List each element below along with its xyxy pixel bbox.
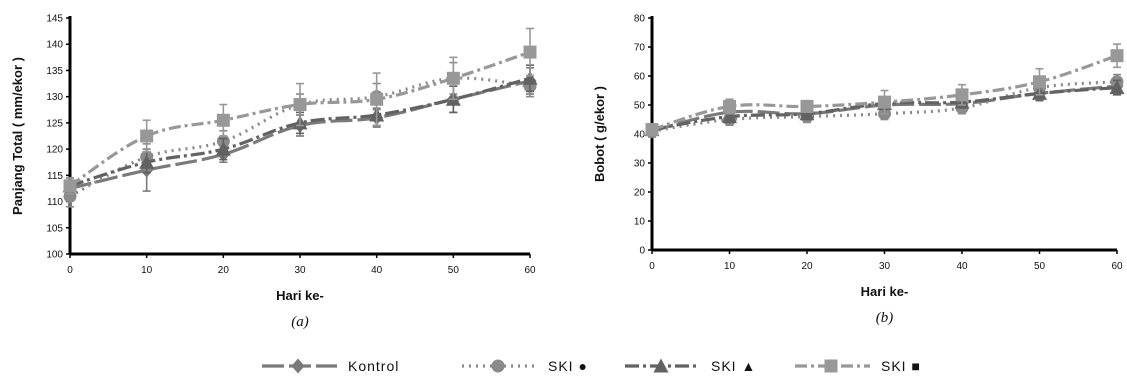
x-tick-label: 0 [67, 265, 73, 276]
y-tick-label: 135 [46, 66, 63, 77]
data-point [293, 98, 307, 112]
x-tick-label: 50 [448, 265, 460, 276]
legend-item: SKI ■ [795, 358, 921, 374]
chart-a-total-length: 100 105 110 115 120 125 130 135 140 145 0 10 20 30 40 5… [10, 14, 538, 330]
data-point [216, 113, 230, 127]
y-tick-label: 40 [634, 130, 646, 141]
y-tick-label: 0 [639, 246, 645, 257]
data-point [139, 154, 155, 169]
y-tick-label: 120 [46, 145, 63, 156]
data-point [370, 92, 384, 106]
y-tick-label: 125 [46, 118, 63, 129]
y-tick-label: 70 [634, 43, 646, 54]
legend-swatch-marker [653, 358, 669, 373]
data-point [799, 106, 815, 121]
data-point [140, 129, 154, 143]
legend-swatch-marker [824, 359, 838, 373]
x-axis-label: Hari ke- [861, 284, 909, 299]
data-point [1110, 49, 1124, 63]
data-point [63, 179, 77, 193]
x-tick-label: 10 [724, 261, 736, 272]
x-tick-label: 0 [649, 261, 655, 272]
legend-label: SKI ▲ [711, 358, 756, 374]
x-tick-label: 50 [1034, 261, 1046, 272]
x-tick-label: 20 [218, 265, 230, 276]
series-4 [63, 27, 537, 195]
chart-caption: (a) [291, 314, 309, 330]
y-tick-label: 105 [46, 223, 63, 234]
y-tick-label: 100 [46, 250, 63, 261]
x-tick-label: 20 [801, 261, 813, 272]
y-axis-label: Bobot ( g/ekor ) [592, 86, 607, 182]
data-point [800, 99, 814, 113]
y-tick-label: 80 [634, 14, 646, 25]
y-axis-label: Panjang Total ( mm/ekor ) [10, 57, 25, 215]
y-tick-label: 50 [634, 101, 646, 112]
legend-swatch-marker [291, 358, 305, 374]
legend-label: SKI ■ [881, 358, 921, 374]
data-point [1033, 75, 1046, 89]
y-tick-label: 145 [46, 14, 63, 25]
x-tick-label: 10 [141, 265, 153, 276]
x-axis-label: Hari ke- [276, 288, 324, 303]
data-point [955, 88, 969, 102]
y-tick-label: 130 [46, 92, 63, 103]
data-point [645, 123, 659, 137]
data-point [722, 109, 737, 124]
data-point [522, 70, 538, 85]
data-point [1109, 80, 1125, 95]
data-point [215, 141, 231, 156]
legend-label: SKI ● [548, 358, 588, 374]
data-point [878, 95, 891, 109]
data-point [446, 71, 460, 85]
y-tick-label: 10 [634, 217, 646, 228]
chart-b-weight: 0 10 20 30 40 50 60 70 80 0 10 20 30 40 50 60 Hari ke- Bo… [592, 14, 1125, 326]
series-4 [645, 43, 1124, 137]
legend-item: SKI ▲ [625, 358, 756, 374]
y-tick-label: 20 [634, 188, 646, 199]
x-tick-label: 40 [956, 261, 968, 272]
data-point [523, 45, 537, 59]
y-tick-label: 30 [634, 159, 646, 170]
y-tick-label: 140 [46, 40, 63, 51]
x-tick-label: 60 [1111, 261, 1123, 272]
x-tick-label: 60 [524, 265, 536, 276]
legend-item: Kontrol [262, 358, 399, 374]
legend-item: SKI ● [462, 358, 588, 374]
y-tick-label: 60 [634, 72, 646, 83]
y-tick-label: 115 [47, 171, 63, 182]
x-tick-label: 30 [879, 261, 891, 272]
y-tick-label: 110 [47, 197, 63, 208]
data-point [723, 99, 736, 113]
legend-swatch-marker [491, 359, 505, 373]
legend-label: Kontrol [348, 358, 399, 374]
x-tick-label: 30 [294, 265, 306, 276]
legend: Kontrol SKI ● SKI ▲ SKI ■ [262, 358, 921, 374]
x-tick-label: 40 [371, 265, 383, 276]
chart-caption: (b) [876, 310, 894, 326]
